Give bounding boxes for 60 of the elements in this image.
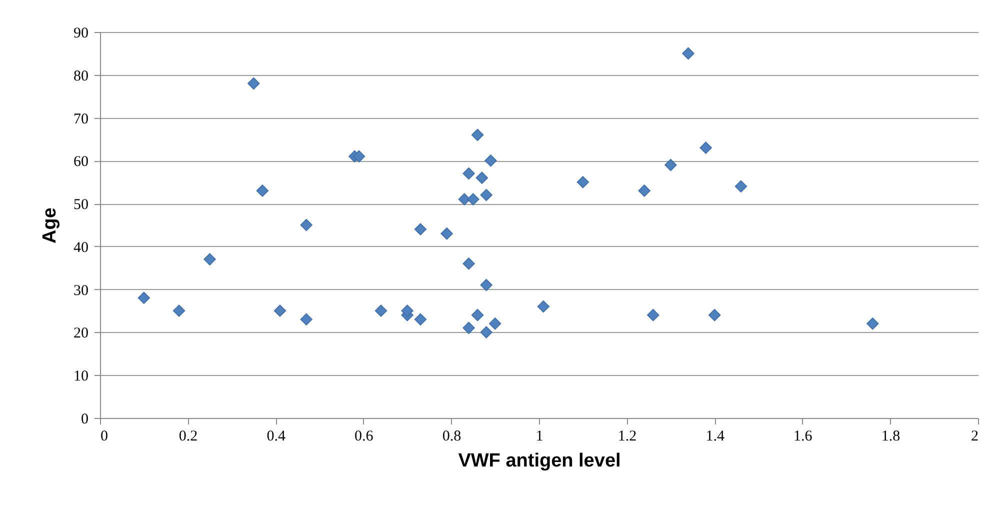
- y-axis-title: Age: [40, 208, 60, 244]
- x-tick-label: 0.2: [178, 428, 198, 444]
- x-tick-label: 2: [971, 428, 978, 444]
- point: [700, 142, 712, 154]
- point: [462, 322, 475, 334]
- point: [440, 227, 453, 240]
- point: [734, 180, 748, 192]
- point: [138, 292, 150, 304]
- y-tick-label: 70: [74, 111, 88, 128]
- point: [647, 308, 660, 322]
- x-tick-label: 1.2: [618, 428, 637, 444]
- y-tick-label: 10: [74, 368, 88, 385]
- x-tick-label: 1.6: [794, 428, 813, 444]
- point: [352, 150, 366, 162]
- point: [462, 258, 475, 270]
- point: [708, 308, 721, 322]
- point: [300, 218, 312, 232]
- point: [682, 47, 694, 60]
- point: [414, 313, 427, 326]
- point: [537, 300, 550, 313]
- point: [480, 278, 492, 292]
- point: [471, 308, 484, 322]
- point: [480, 188, 492, 202]
- y-tick-label: 20: [74, 326, 88, 342]
- x-tick-label: 1.4: [706, 428, 725, 444]
- x-tick-label: 0: [100, 428, 108, 444]
- point: [172, 304, 186, 317]
- point: [476, 172, 488, 184]
- point: [374, 304, 388, 317]
- x-axis-title: VWF antigen level: [458, 450, 621, 472]
- y-tick-label: 40: [74, 240, 88, 256]
- y-tick-label: 0: [81, 412, 88, 428]
- point: [484, 154, 497, 167]
- point: [480, 326, 492, 338]
- x-tick-label: 0.4: [266, 428, 286, 444]
- point: [204, 253, 216, 266]
- point: [401, 304, 414, 317]
- point: [866, 318, 879, 330]
- point: [638, 184, 650, 197]
- y-tick-label: 90: [74, 26, 88, 42]
- point: [274, 304, 286, 317]
- y-tick-label: 30: [74, 282, 88, 299]
- point: [471, 128, 484, 142]
- point: [414, 223, 427, 236]
- y-tick-label: 60: [74, 154, 88, 170]
- point: [462, 167, 475, 180]
- x-tick-label: 1.8: [881, 428, 900, 444]
- point: [248, 77, 260, 90]
- y-tick-label: 80: [74, 68, 88, 84]
- point: [300, 313, 312, 326]
- x-tick-label: 0.8: [442, 428, 462, 444]
- point: [489, 318, 502, 330]
- point: [467, 193, 480, 206]
- point: [664, 158, 677, 172]
- point: [458, 193, 470, 206]
- y-tick-label: 50: [74, 197, 88, 214]
- point: [256, 184, 269, 197]
- point: [576, 176, 589, 188]
- x-tick-label: 1: [536, 428, 544, 444]
- x-tick-label: 0.6: [354, 428, 374, 444]
